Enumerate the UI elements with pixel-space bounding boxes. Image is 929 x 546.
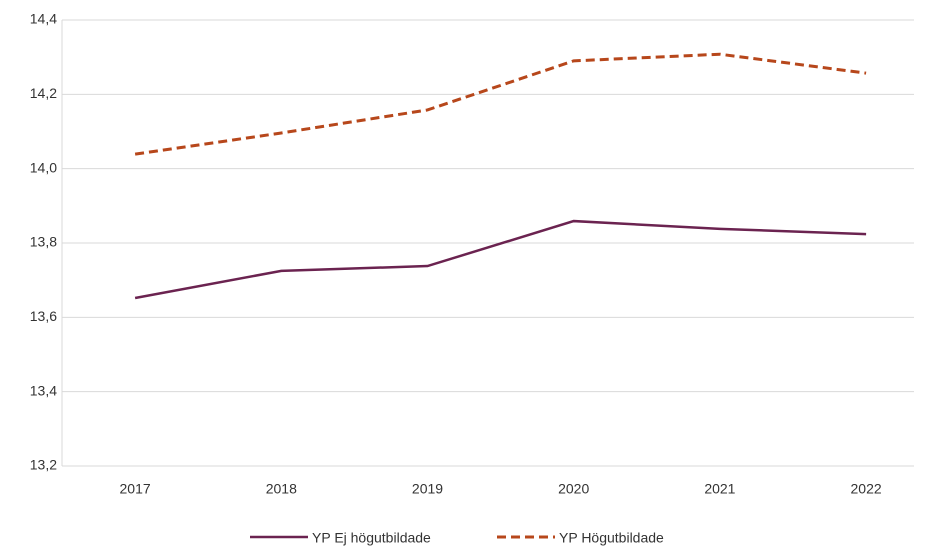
y-tick-label: 13,6 [30,308,57,324]
y-tick-label: 14,2 [30,85,57,101]
x-tick-label: 2021 [704,481,735,497]
line-series [134,52,867,156]
x-tick-label: 2017 [120,481,151,497]
y-tick-label: 14,0 [30,159,57,175]
y-tick-label: 13,4 [30,382,57,398]
legend-label: YP Ej högutbildade [312,530,431,546]
x-tick-label: 2022 [851,481,882,497]
y-tick-label: 13,2 [30,457,57,473]
y-tick-label: 13,8 [30,234,57,250]
x-tick-label: 2019 [412,481,443,497]
x-tick-label: 2018 [266,481,297,497]
x-tick-label: 2020 [558,481,589,497]
line-series [134,219,867,300]
y-tick-label: 14,4 [30,11,57,27]
legend-label: YP Högutbildade [559,530,664,546]
